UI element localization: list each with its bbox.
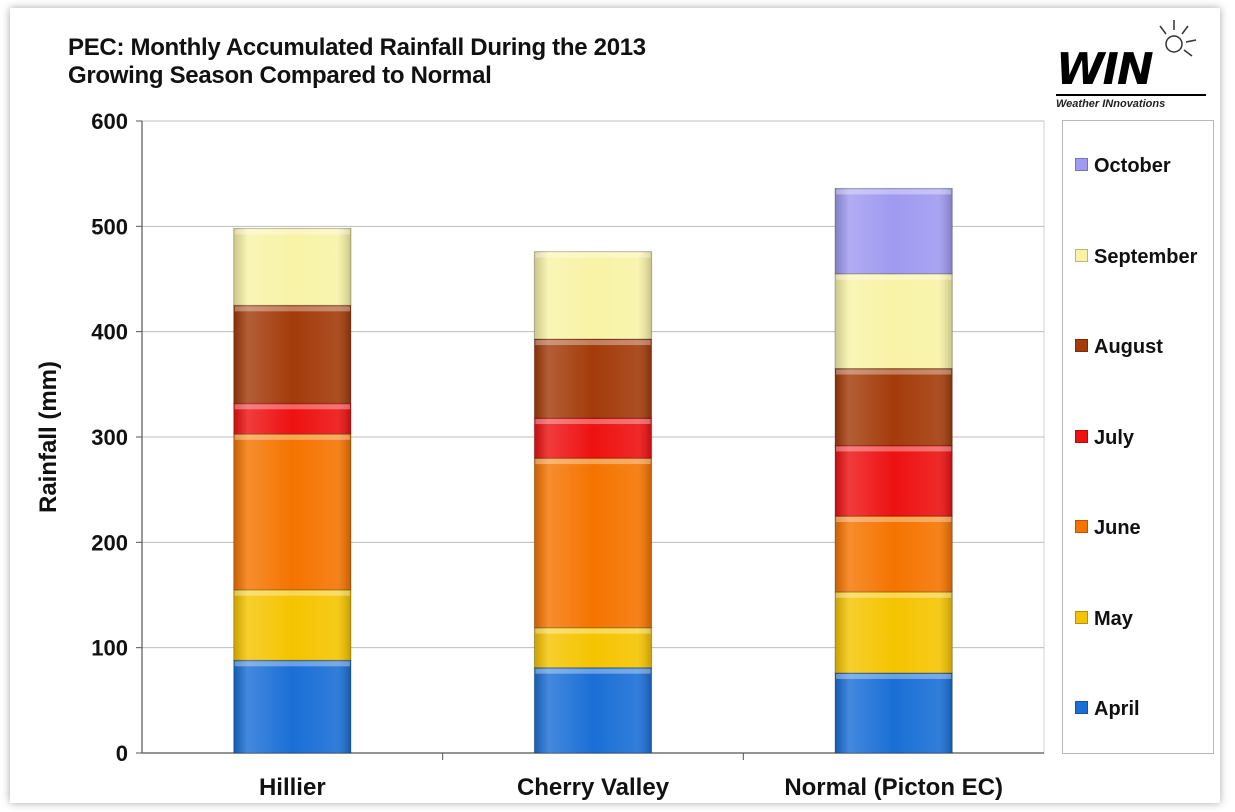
bar-highlight <box>234 661 350 667</box>
legend-swatch <box>1075 158 1088 171</box>
y-axis-label: Rainfall (mm) <box>35 361 62 513</box>
bar-gloss <box>835 672 953 753</box>
bar-gloss <box>233 433 351 590</box>
bar-gloss <box>835 591 953 673</box>
legend: October September August July June May April <box>1062 120 1214 754</box>
bar-highlight <box>836 189 952 195</box>
legend-item-april: April <box>1075 698 1140 721</box>
sun-icon <box>1159 20 1197 57</box>
bar-gloss <box>233 228 351 306</box>
bar-gloss <box>534 339 652 419</box>
bar-gloss <box>233 589 351 661</box>
legend-swatch <box>1075 520 1088 533</box>
y-tick-label: 300 <box>91 425 128 450</box>
bar-highlight <box>234 229 350 235</box>
bar-highlight <box>535 340 651 346</box>
logo-tagline: Weather INnovations <box>1056 98 1166 110</box>
legend-swatch <box>1075 248 1088 262</box>
legend-label: May <box>1094 607 1133 630</box>
win-logo: WIN Weather INnovations <box>1052 16 1212 116</box>
y-tick-label: 200 <box>91 530 128 555</box>
legend-label: October <box>1094 155 1171 177</box>
bar-gloss <box>534 418 652 459</box>
bar-highlight <box>234 434 350 440</box>
legend-label: September <box>1094 245 1198 268</box>
bar-gloss <box>835 368 953 446</box>
legend-swatch <box>1075 610 1088 624</box>
bar-gloss <box>233 660 351 753</box>
bar-highlight <box>535 668 651 674</box>
legend-item-august: August <box>1075 336 1163 359</box>
legend-item-may: May <box>1075 608 1133 631</box>
bars <box>233 187 953 754</box>
bar-highlight <box>234 306 350 312</box>
legend-label: April <box>1094 698 1140 720</box>
bar-highlight <box>535 628 651 634</box>
bar-highlight <box>836 446 952 452</box>
axis-labels: 0 100 200 300 400 500 600 Hillier Cherry Valley N… <box>35 109 1003 801</box>
bar-highlight <box>234 590 350 596</box>
legend-label: August <box>1094 336 1163 358</box>
bar-highlight <box>234 404 350 410</box>
y-tick-label: 500 <box>91 214 128 239</box>
x-tick-label: Normal (Picton EC) <box>784 774 1003 801</box>
legend-swatch <box>1075 339 1088 352</box>
x-tick-label: Hillier <box>259 774 326 801</box>
y-tick-label: 0 <box>116 741 128 766</box>
x-tick-label: Cherry Valley <box>517 774 670 801</box>
y-tick-label: 600 <box>91 109 128 134</box>
bar-highlight <box>836 274 952 280</box>
chart-title-line-2: Growing Season Compared to Normal <box>68 62 492 89</box>
logo-text: WIN <box>1056 44 1154 95</box>
bar-gloss <box>835 516 953 592</box>
chart-title: PEC: Monthly Accumulated Rainfall During… <box>68 34 646 90</box>
bar-gloss <box>534 251 652 340</box>
bar-gloss <box>534 627 652 668</box>
bar-gloss <box>233 305 351 404</box>
bar-highlight <box>535 459 651 465</box>
bar-highlight <box>836 369 952 375</box>
legend-swatch <box>1075 701 1088 714</box>
y-tick-label: 100 <box>91 636 128 661</box>
legend-item-september: September <box>1075 246 1197 269</box>
legend-item-july: July <box>1075 427 1134 450</box>
bar-gloss <box>835 273 953 369</box>
bar-gloss <box>835 188 953 274</box>
bar-highlight <box>535 252 651 258</box>
chart-title-line-1: PEC: Monthly Accumulated Rainfall During… <box>68 34 646 61</box>
legend-label: June <box>1094 517 1141 539</box>
bar-highlight <box>836 517 952 522</box>
legend-item-october: October <box>1075 155 1171 178</box>
bar-highlight <box>535 419 651 425</box>
bar-gloss <box>534 667 652 753</box>
legend-item-june: June <box>1075 517 1141 540</box>
y-tick-label: 400 <box>91 320 128 345</box>
legend-swatch <box>1075 429 1088 443</box>
bar-gloss <box>534 458 652 628</box>
bar-gloss <box>233 403 351 434</box>
logo-rule <box>1056 94 1206 96</box>
legend-label: July <box>1094 426 1135 449</box>
bar-gloss <box>835 445 953 516</box>
bar-highlight <box>836 592 952 598</box>
bar-highlight <box>836 673 952 679</box>
